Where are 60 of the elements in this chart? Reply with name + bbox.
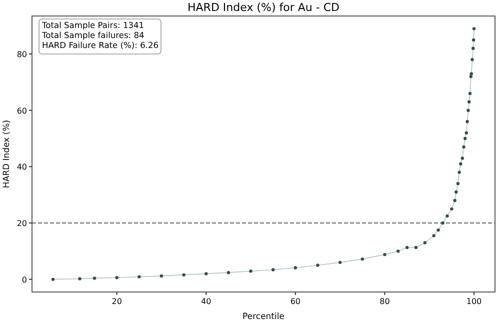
point [450,207,454,211]
point [338,260,342,264]
point [456,182,460,186]
point [383,252,386,256]
point [436,228,440,232]
point [432,234,436,238]
point [454,190,458,194]
point [138,275,141,278]
point [414,246,418,250]
point [460,156,464,160]
point [423,241,427,244]
point [459,162,462,166]
x-tick-label: 20 [112,297,122,306]
x-tick-label: 40 [201,297,212,306]
point [453,198,456,202]
point [463,136,467,140]
annotation: HARD Failure Rate (%): 6.26 [42,40,159,50]
point [115,276,118,280]
point [405,246,409,250]
y-tick-label: 60 [16,106,27,116]
y-tick-label: 20 [16,219,27,228]
point [446,214,449,218]
y-tick-label: 0 [22,275,27,284]
y-axis-title: HARD Index (%) [2,120,12,188]
point [472,27,476,30]
point [249,270,252,273]
point [272,268,275,272]
point [294,266,298,270]
chart-title: HARD Index (%) for Au - CD [188,1,340,14]
annotation: Total Sample failures: 84 [41,30,144,40]
point [160,274,164,278]
x-axis-title: Percentile [242,312,284,322]
point [472,46,475,50]
point [226,270,230,274]
point [470,72,473,76]
point [468,100,471,104]
x-tick-label: 100 [466,297,482,306]
point [469,74,472,78]
point [458,170,461,174]
point [472,38,476,42]
point [92,276,96,280]
x-tick-label: 60 [290,297,301,306]
point [466,120,469,124]
point [316,264,320,267]
point [441,221,444,225]
point [470,58,474,62]
x-tick-label: 80 [380,297,390,306]
point [360,257,364,261]
point [462,145,466,149]
point [466,108,470,112]
point [78,277,82,280]
point [204,272,208,276]
point [182,273,186,276]
y-tick-label: 80 [16,50,27,60]
point [396,250,400,253]
point [468,92,472,96]
annotation: Total Sample Pairs: 1341 [41,20,144,30]
y-tick-label: 40 [16,162,27,172]
point [51,278,55,281]
point [464,131,468,134]
